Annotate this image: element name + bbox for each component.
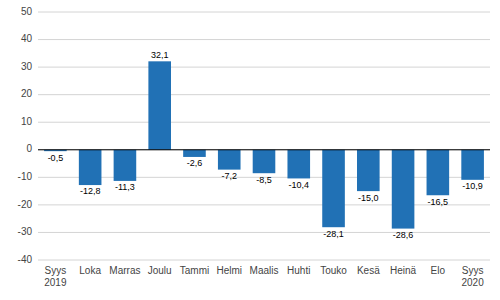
x-tick-label: Syys2020 (461, 265, 484, 288)
data-label: -8,5 (256, 175, 272, 185)
x-axis: Syys2019 Loka Marras Joulu Tammi Helmi Maalis H… (44, 265, 484, 288)
y-tick-label: 10 (21, 116, 33, 127)
data-label: 32,1 (151, 50, 169, 60)
bar (427, 150, 450, 195)
bar (114, 150, 137, 181)
data-label: -15,0 (358, 193, 379, 203)
bar (287, 150, 310, 179)
bar (79, 150, 102, 185)
grid-line (38, 39, 490, 40)
x-tick-label: Syys2019 (44, 265, 67, 288)
bar (148, 61, 171, 149)
y-tick-label: -10 (18, 171, 33, 182)
x-tick-label: Marras (109, 265, 140, 276)
data-label: -11,3 (115, 182, 135, 192)
x-tick-label: Heinä (390, 265, 417, 276)
chart-container: -40 -30 -20 -10 0 10 20 30 40 50 -0,5 -12,8 -11,3 32,… (0, 0, 500, 300)
bar (357, 150, 380, 191)
chart: -40 -30 -20 -10 0 10 20 30 40 50 -0,5 -12,8 -11,3 32,… (0, 0, 500, 300)
zero-line (38, 149, 490, 150)
x-tick-label: Loka (79, 265, 101, 276)
y-tick-label: 40 (21, 33, 33, 44)
data-label: -12,8 (80, 186, 101, 196)
data-label: -7,2 (221, 171, 237, 181)
grid-line (38, 122, 490, 123)
bars (44, 61, 484, 228)
data-label: -0,5 (48, 153, 64, 163)
y-tick-label: 50 (21, 6, 33, 17)
x-tick-label: Touko (320, 265, 347, 276)
data-label: -28,6 (393, 230, 414, 240)
grid-line (38, 149, 490, 150)
bar (253, 150, 276, 173)
grid-line (38, 260, 490, 261)
x-tick-label: Maalis (250, 265, 279, 276)
grid-line (38, 94, 490, 95)
data-labels: -0,5 -12,8 -11,3 32,1 -2,6 -7,2 -8,5 -10,4 -28,1… (48, 50, 483, 240)
grid (38, 12, 490, 260)
grid-line (38, 67, 490, 68)
y-tick-label: 0 (26, 143, 32, 154)
data-label: -16,5 (428, 197, 449, 207)
bar (183, 150, 206, 157)
x-tick-label: Helmi (216, 265, 242, 276)
data-label: -2,6 (187, 158, 203, 168)
grid-line (38, 12, 490, 13)
y-tick-label: -20 (18, 199, 33, 210)
x-tick-label: Huhti (287, 265, 310, 276)
x-tick-label: Kesä (357, 265, 380, 276)
bar (461, 150, 484, 180)
y-tick-label: 20 (21, 88, 33, 99)
x-tick-label: Tammi (180, 265, 209, 276)
y-axis: -40 -30 -20 -10 0 10 20 30 40 50 (18, 6, 33, 265)
x-tick-label: Joulu (148, 265, 172, 276)
x-tick-label: Elo (431, 265, 446, 276)
bar (392, 150, 415, 229)
y-tick-label: -40 (18, 254, 33, 265)
grid-line (38, 232, 490, 233)
bar (322, 150, 345, 227)
data-label: -10,9 (462, 181, 483, 191)
bar (218, 150, 241, 170)
data-label: -28,1 (323, 229, 344, 239)
y-tick-label: 30 (21, 61, 33, 72)
data-label: -10,4 (289, 180, 310, 190)
grid-line (38, 204, 490, 205)
y-tick-label: -30 (18, 226, 33, 237)
